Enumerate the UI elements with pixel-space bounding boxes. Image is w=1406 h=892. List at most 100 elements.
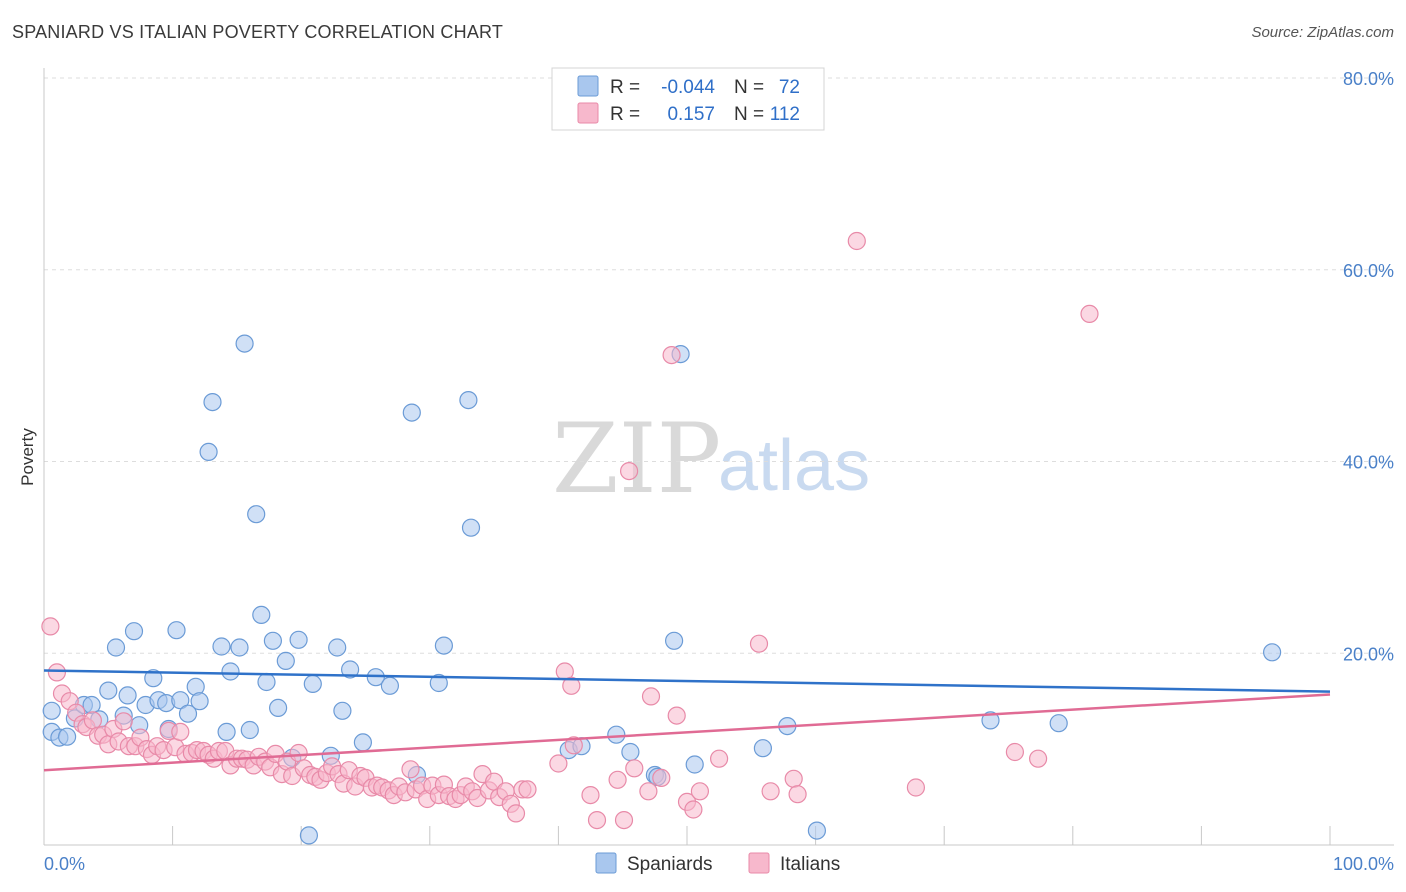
data-point — [434, 636, 453, 655]
data-point — [42, 701, 61, 720]
legend-n-label: N = — [734, 104, 764, 125]
data-point — [847, 231, 866, 251]
legend-r-label: R = — [610, 104, 640, 125]
trendlines — [43, 669, 1331, 772]
data-point — [190, 692, 209, 711]
data-point — [380, 676, 399, 695]
x-tick-label-min: 0.0% — [44, 854, 85, 874]
data-point — [57, 727, 77, 746]
data-point — [459, 391, 478, 410]
data-point — [263, 631, 282, 650]
data-point — [587, 810, 607, 830]
data-point — [171, 722, 190, 742]
series-italians — [41, 231, 1099, 830]
data-point — [303, 674, 322, 694]
watermark-atlas: atlas — [718, 426, 870, 506]
bottom-legend-swatch-italians — [748, 852, 770, 874]
data-point — [652, 768, 671, 788]
legend-n-value: 112 — [770, 104, 800, 125]
data-point — [171, 691, 190, 710]
data-point — [178, 704, 198, 723]
data-point — [784, 769, 803, 788]
y-axis-title: Poverty — [18, 428, 37, 486]
legend-n-label: N = — [734, 77, 764, 98]
data-point — [83, 711, 103, 730]
y-tick-labels: 20.0% 40.0% 60.0% 80.0% — [1343, 69, 1394, 664]
data-point — [114, 712, 133, 731]
bottom-legend-swatch-spaniards — [595, 852, 617, 874]
data-point — [217, 722, 236, 742]
data-point — [753, 739, 773, 758]
data-point — [749, 634, 769, 653]
data-point — [906, 778, 926, 797]
bottom-legend-label-italians: Italians — [780, 854, 840, 875]
trend-line — [43, 669, 1331, 693]
data-point — [664, 631, 684, 650]
bottom-legend: Spaniards Italians — [595, 852, 840, 875]
data-point — [341, 660, 360, 679]
data-point — [690, 782, 710, 801]
data-point — [684, 800, 703, 819]
x-tick-label-max: 100.0% — [1333, 854, 1394, 874]
data-point — [257, 672, 276, 692]
data-point — [429, 673, 448, 693]
legend-r-label: R = — [610, 77, 640, 98]
data-point — [461, 518, 481, 537]
data-point — [289, 743, 308, 763]
data-point — [549, 754, 568, 773]
data-point — [353, 733, 372, 752]
data-point — [401, 760, 420, 779]
data-point — [506, 804, 526, 823]
data-point — [199, 442, 218, 461]
y-tick-label: 20.0% — [1343, 644, 1394, 664]
legend-n-value: 72 — [779, 77, 800, 98]
data-point — [1005, 742, 1025, 762]
data-point — [144, 669, 163, 688]
data-point — [761, 782, 780, 801]
chart-title: SPANIARD VS ITALIAN POVERTY CORRELATION … — [12, 22, 504, 42]
source-credit: Source: ZipAtlas.com — [1251, 24, 1394, 41]
legend-swatch-italians — [577, 102, 599, 124]
gridlines — [44, 77, 1394, 654]
data-point — [625, 759, 644, 778]
data-point — [118, 686, 137, 705]
data-point — [564, 736, 583, 755]
data-point — [607, 725, 626, 744]
data-point — [788, 785, 807, 804]
data-point — [639, 782, 658, 801]
data-point — [685, 755, 704, 774]
data-point — [641, 687, 661, 706]
bottom-legend-label-spaniards: Spaniards — [627, 854, 713, 875]
data-point — [269, 698, 288, 718]
data-point — [562, 676, 581, 695]
data-point — [276, 651, 295, 671]
data-point — [614, 810, 634, 830]
data-point — [299, 826, 318, 845]
watermark-zip: ZIP — [552, 403, 721, 515]
data-point — [47, 663, 67, 682]
legend-swatch-spaniards — [577, 75, 599, 97]
data-point — [709, 749, 729, 768]
data-point — [221, 662, 240, 681]
data-point — [1049, 714, 1068, 733]
x-ticks — [43, 826, 1331, 845]
data-point — [247, 505, 266, 524]
data-point — [212, 637, 231, 656]
y-tick-label: 40.0% — [1343, 453, 1394, 473]
data-point — [662, 346, 681, 365]
data-point — [41, 617, 60, 636]
legend-r-value: 0.157 — [667, 104, 715, 125]
data-point — [581, 785, 600, 805]
data-point — [608, 770, 627, 789]
data-point — [619, 462, 639, 481]
y-tick-label: 60.0% — [1343, 261, 1394, 281]
data-point — [99, 681, 118, 700]
y-tick-label: 80.0% — [1343, 69, 1394, 89]
data-point — [167, 621, 186, 640]
data-point — [333, 701, 352, 720]
data-point — [621, 742, 640, 762]
data-point — [252, 605, 271, 625]
data-point — [807, 821, 827, 840]
data-point — [106, 638, 126, 657]
